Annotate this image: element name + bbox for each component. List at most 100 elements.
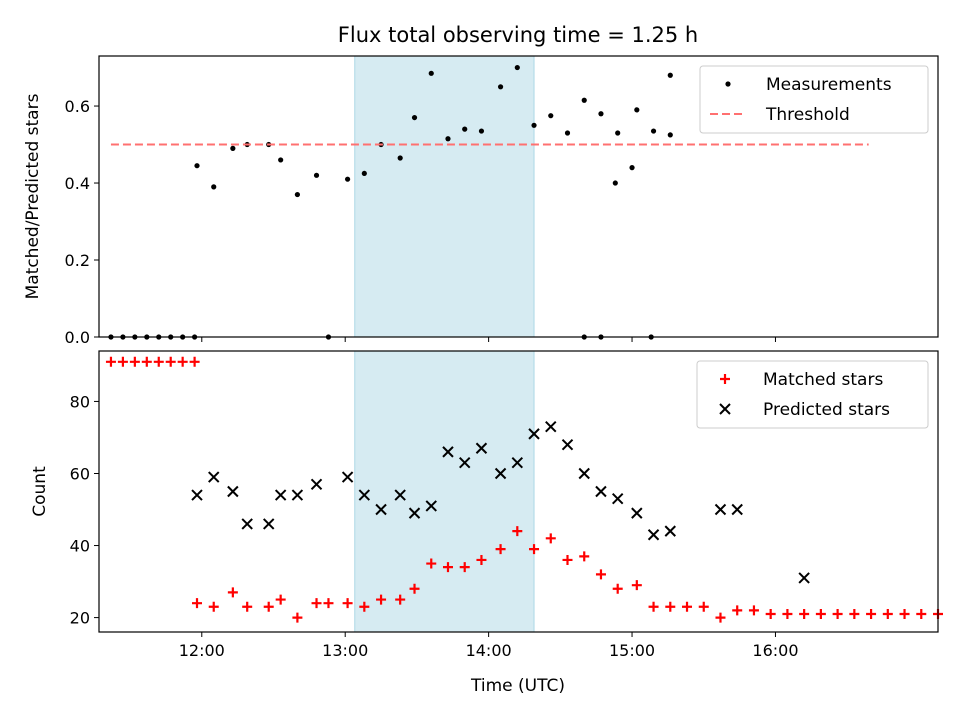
- matched-point: [665, 601, 676, 612]
- predicted-point: [394, 489, 406, 501]
- measurement-point: [667, 72, 673, 78]
- y-tick-label: 40: [70, 537, 90, 556]
- matched-point: [648, 601, 659, 612]
- matched-point: [177, 356, 188, 367]
- legend-dot-swatch: [725, 81, 731, 87]
- matched-point: [715, 612, 726, 623]
- y-tick-label: 80: [70, 392, 90, 411]
- measurement-point: [278, 157, 284, 163]
- matched-point: [782, 608, 793, 619]
- y-axis-label: Matched/Predicted stars: [23, 93, 43, 299]
- shaded-span: [354, 55, 535, 338]
- predicted-point: [494, 467, 507, 480]
- axes-frame: [98, 350, 939, 633]
- matched-point: [748, 605, 759, 616]
- predicted-point: [511, 456, 524, 469]
- matched-point: [882, 608, 893, 619]
- predicted-point: [731, 503, 743, 516]
- matched-point: [442, 562, 453, 573]
- matched-point: [612, 583, 623, 594]
- measurement-point: [194, 163, 200, 169]
- matched-point: [242, 601, 253, 612]
- count-panel: 20 40 60 80 12:00 13:00 14:00 15:00 16:00 Count Ma…: [30, 350, 943, 660]
- predicted-point: [310, 478, 323, 491]
- legend-box: [696, 360, 929, 429]
- predicted-point: [241, 518, 253, 530]
- chart-title: Flux total observing time = 1.25 h: [338, 23, 698, 47]
- predicted-point: [595, 485, 607, 498]
- legend-label: Matched stars: [763, 370, 883, 390]
- matched-point: [698, 601, 709, 612]
- y-axis-label: Count: [30, 466, 50, 517]
- matched-point: [866, 608, 877, 619]
- predicted-point: [408, 507, 421, 519]
- measurement-point: [598, 111, 604, 117]
- predicted-point: [341, 471, 354, 483]
- y-tick-label: 0.2: [65, 251, 90, 270]
- measurement-point: [581, 97, 587, 103]
- matched-point: [359, 601, 370, 612]
- predicted-point: [611, 492, 624, 505]
- measurement-point: [462, 126, 468, 132]
- legend-box: [699, 65, 929, 134]
- matched-point: [192, 598, 203, 609]
- measurement-point: [445, 136, 451, 142]
- matched-point: [512, 526, 523, 537]
- measurement-point: [634, 107, 640, 113]
- matched-point: [292, 612, 303, 623]
- legend-x-swatch: [719, 403, 731, 415]
- matched-point: [117, 356, 128, 367]
- predicted-point: [263, 518, 275, 530]
- measurement-point: [411, 114, 418, 121]
- measurement-point: [313, 172, 320, 178]
- predicted-point: [798, 572, 810, 584]
- matched-point: [342, 598, 353, 609]
- measurement-point: [667, 132, 673, 138]
- y-tick-label: 0.4: [65, 174, 90, 193]
- matched-point: [189, 356, 200, 367]
- measurement-point: [612, 180, 618, 186]
- matched-point: [899, 608, 910, 619]
- matched-point: [562, 554, 573, 565]
- matched-point: [545, 533, 556, 544]
- matched-point: [682, 601, 693, 612]
- predicted-point: [545, 420, 557, 433]
- predicted-point: [191, 489, 203, 501]
- matched-point: [799, 608, 810, 619]
- predicted-point: [528, 428, 540, 440]
- matched-point: [815, 608, 826, 619]
- predicted-point: [291, 489, 304, 501]
- matched-point: [426, 558, 437, 569]
- x-tick-label: 15:00: [609, 641, 655, 660]
- measurement-point: [344, 176, 351, 182]
- y-tick-label: 0.0: [65, 328, 90, 347]
- predicted-point: [227, 485, 239, 498]
- matched-point: [227, 587, 238, 598]
- matched-point: [376, 594, 387, 605]
- measurement-point: [650, 128, 657, 134]
- matched-point: [579, 551, 590, 562]
- axes-frame: [98, 55, 939, 338]
- measurement-point: [211, 184, 217, 190]
- predicted-point: [459, 456, 471, 469]
- predicted-point: [375, 503, 387, 516]
- measurement-point: [629, 165, 635, 171]
- predicted-point: [358, 489, 371, 501]
- measurement-point: [361, 170, 367, 177]
- matched-point: [631, 580, 642, 591]
- predicted-point: [425, 500, 437, 512]
- measurement-point: [294, 191, 300, 198]
- legend-label: Threshold: [765, 105, 850, 125]
- predicted-point: [475, 442, 488, 454]
- matched-point: [153, 356, 164, 367]
- shaded-span: [354, 350, 535, 633]
- y-tick-label: 0.6: [65, 97, 90, 116]
- matched-point: [476, 554, 487, 565]
- matched-point: [849, 608, 860, 619]
- measurement-point: [531, 122, 537, 128]
- measurement-point: [397, 155, 403, 161]
- matched-point: [459, 562, 470, 573]
- matched-point: [529, 544, 540, 555]
- measurement-point: [497, 84, 504, 90]
- x-tick-label: 14:00: [466, 641, 512, 660]
